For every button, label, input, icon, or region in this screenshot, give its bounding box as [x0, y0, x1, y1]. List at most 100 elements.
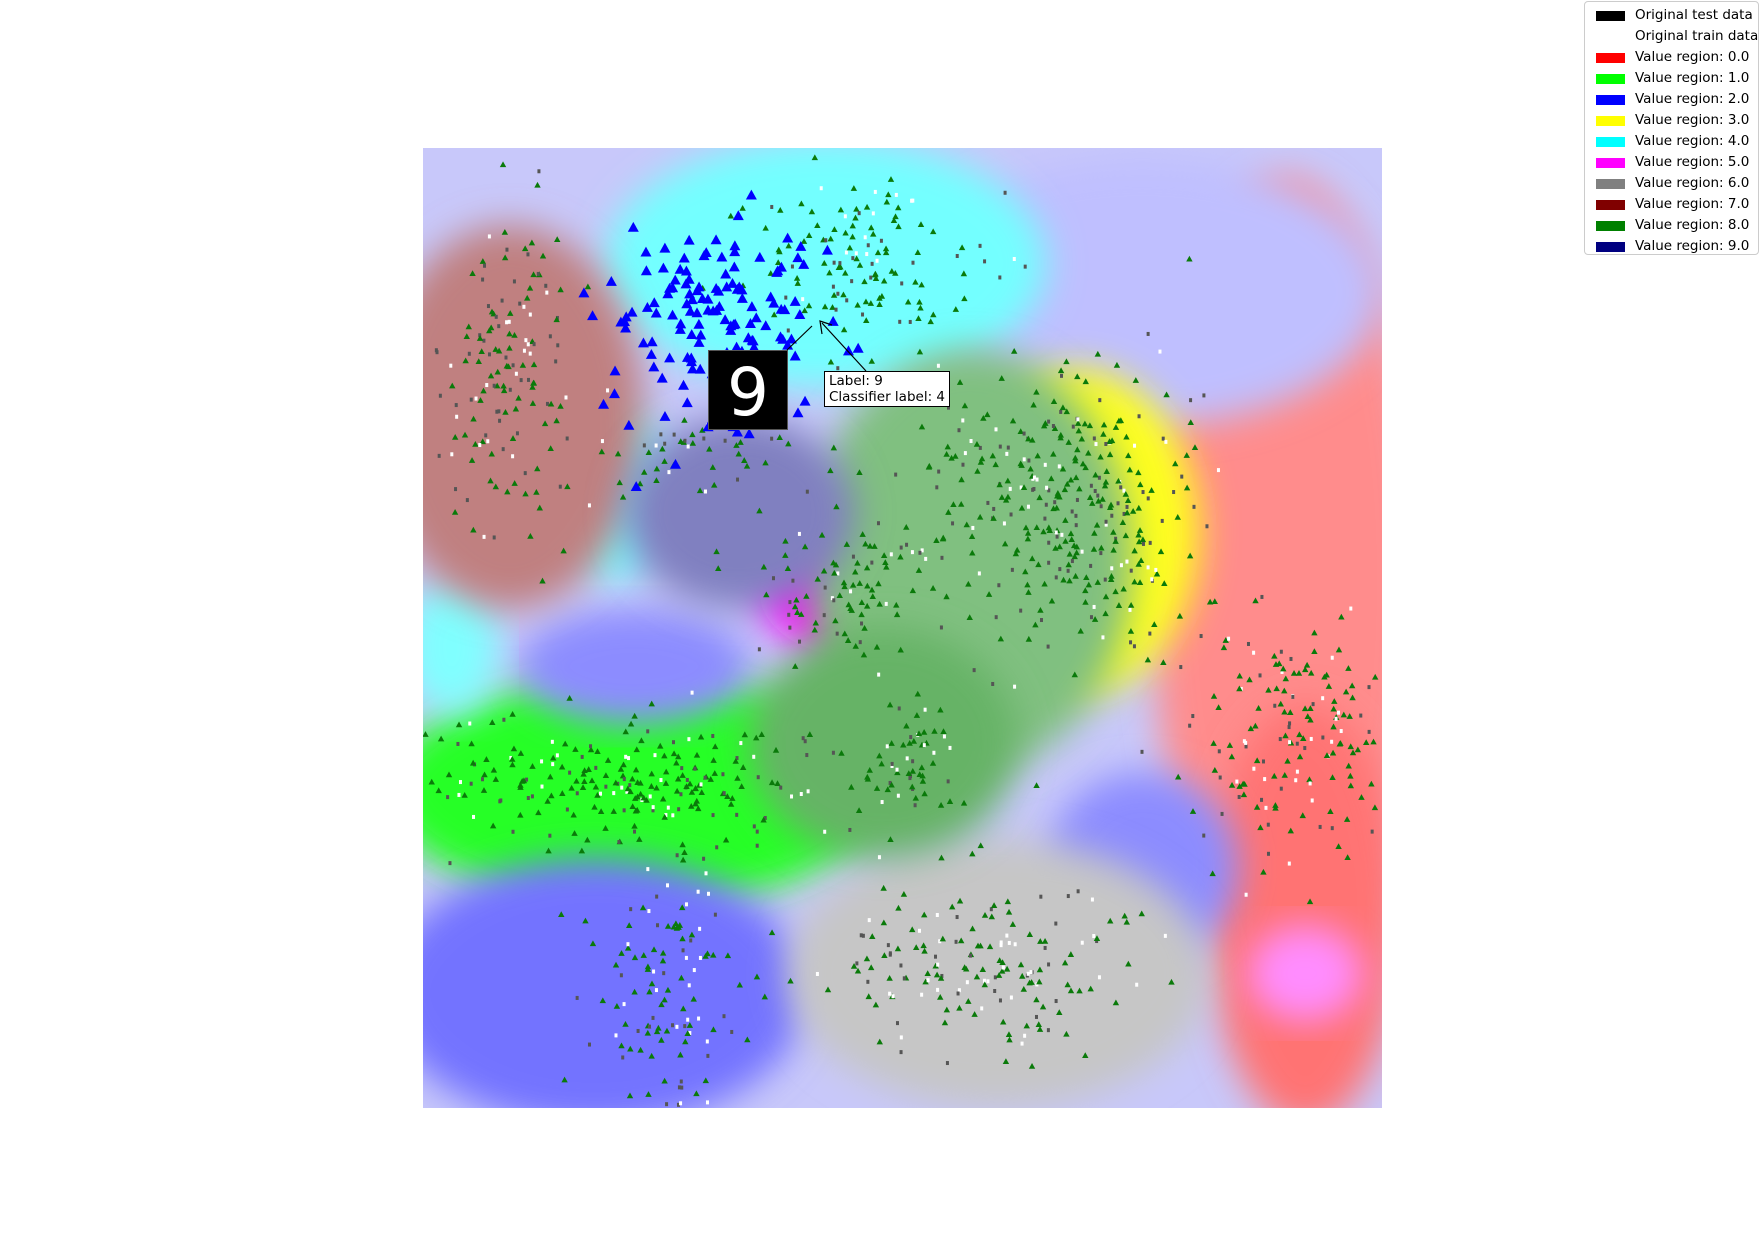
test-point — [969, 925, 976, 932]
legend-entry: Value region: 1.0 — [1591, 68, 1752, 89]
test-point — [620, 761, 627, 768]
train-point — [511, 454, 515, 459]
test-point — [1349, 694, 1356, 701]
test-point — [998, 375, 1005, 381]
test-point — [986, 500, 990, 505]
train-point — [1227, 636, 1231, 641]
test-point — [693, 1090, 700, 1097]
annotation-label: Label: 9 — [829, 373, 883, 389]
test-point — [676, 1102, 680, 1107]
test-point — [1172, 490, 1176, 495]
test-point — [598, 448, 605, 455]
test-point — [1070, 559, 1074, 564]
test-point — [824, 986, 832, 993]
test-point — [479, 438, 486, 445]
test-point — [895, 904, 902, 911]
test-point — [632, 795, 639, 801]
highlighted-point — [598, 398, 610, 409]
test-point — [721, 772, 725, 777]
test-point — [890, 217, 898, 223]
test-point — [869, 933, 876, 940]
highlighted-point — [725, 325, 737, 335]
test-point — [1110, 546, 1117, 553]
train-point — [1054, 530, 1058, 535]
test-point — [848, 827, 852, 832]
legend-swatch — [1596, 179, 1625, 189]
train-point — [522, 348, 526, 353]
test-point — [895, 204, 902, 211]
test-point — [553, 417, 560, 424]
test-point — [937, 706, 944, 713]
test-point — [785, 440, 792, 447]
legend-label: Value region: 5.0 — [1635, 154, 1750, 170]
test-point — [1043, 516, 1047, 521]
highlighted-point — [694, 363, 706, 374]
train-point — [647, 909, 651, 914]
test-point — [618, 1042, 625, 1049]
test-point — [506, 330, 513, 337]
test-point — [1303, 746, 1307, 751]
test-point — [835, 264, 843, 271]
test-point — [1012, 550, 1020, 557]
test-point — [477, 397, 484, 403]
test-point — [463, 333, 470, 340]
test-point — [868, 358, 875, 364]
test-point — [1004, 477, 1012, 484]
legend-entry: Value region: 7.0 — [1591, 194, 1752, 215]
test-point — [929, 585, 937, 591]
test-point — [1098, 544, 1105, 551]
test-point — [909, 783, 916, 790]
test-point — [900, 741, 907, 748]
test-point — [683, 1024, 687, 1029]
highlighted-point — [731, 426, 743, 437]
test-point — [929, 228, 937, 235]
test-point — [1174, 773, 1182, 780]
test-point — [961, 295, 968, 302]
test-point — [909, 926, 916, 933]
test-point — [664, 922, 672, 929]
test-point — [659, 795, 667, 802]
train-point — [555, 753, 559, 758]
test-point — [1323, 752, 1331, 758]
test-point — [487, 324, 495, 331]
value-region-5-0 — [1247, 925, 1363, 1022]
test-point — [997, 583, 1001, 588]
test-point — [958, 500, 965, 507]
test-point — [1206, 598, 1214, 605]
test-point — [988, 913, 995, 920]
legend-swatch — [1596, 242, 1625, 252]
train-point — [875, 258, 879, 263]
highlighted-point — [693, 336, 705, 347]
test-point — [560, 547, 567, 554]
highlighted-point — [659, 411, 671, 421]
test-point — [768, 779, 776, 786]
test-point — [853, 255, 860, 262]
test-point — [1236, 672, 1243, 679]
test-point — [1006, 1036, 1013, 1043]
test-point — [756, 775, 760, 780]
test-point — [1055, 534, 1059, 539]
test-point — [811, 626, 818, 633]
test-point — [945, 1061, 949, 1066]
test-point — [859, 531, 866, 537]
train-point — [487, 234, 491, 239]
train-point — [896, 793, 900, 798]
test-point — [858, 599, 866, 606]
test-point — [772, 746, 780, 753]
test-point — [937, 975, 945, 981]
test-point — [1325, 683, 1333, 689]
test-point — [899, 963, 903, 968]
test-point — [993, 988, 997, 993]
test-point — [640, 794, 647, 801]
test-point — [423, 731, 429, 737]
test-point — [798, 611, 805, 617]
test-point — [930, 311, 937, 318]
test-point — [1093, 489, 1097, 494]
test-point — [1296, 731, 1303, 738]
test-point — [856, 469, 863, 476]
test-point — [840, 579, 848, 586]
test-point — [1050, 398, 1058, 404]
test-point — [604, 784, 608, 789]
train-point — [867, 918, 871, 923]
train-point — [550, 739, 554, 744]
